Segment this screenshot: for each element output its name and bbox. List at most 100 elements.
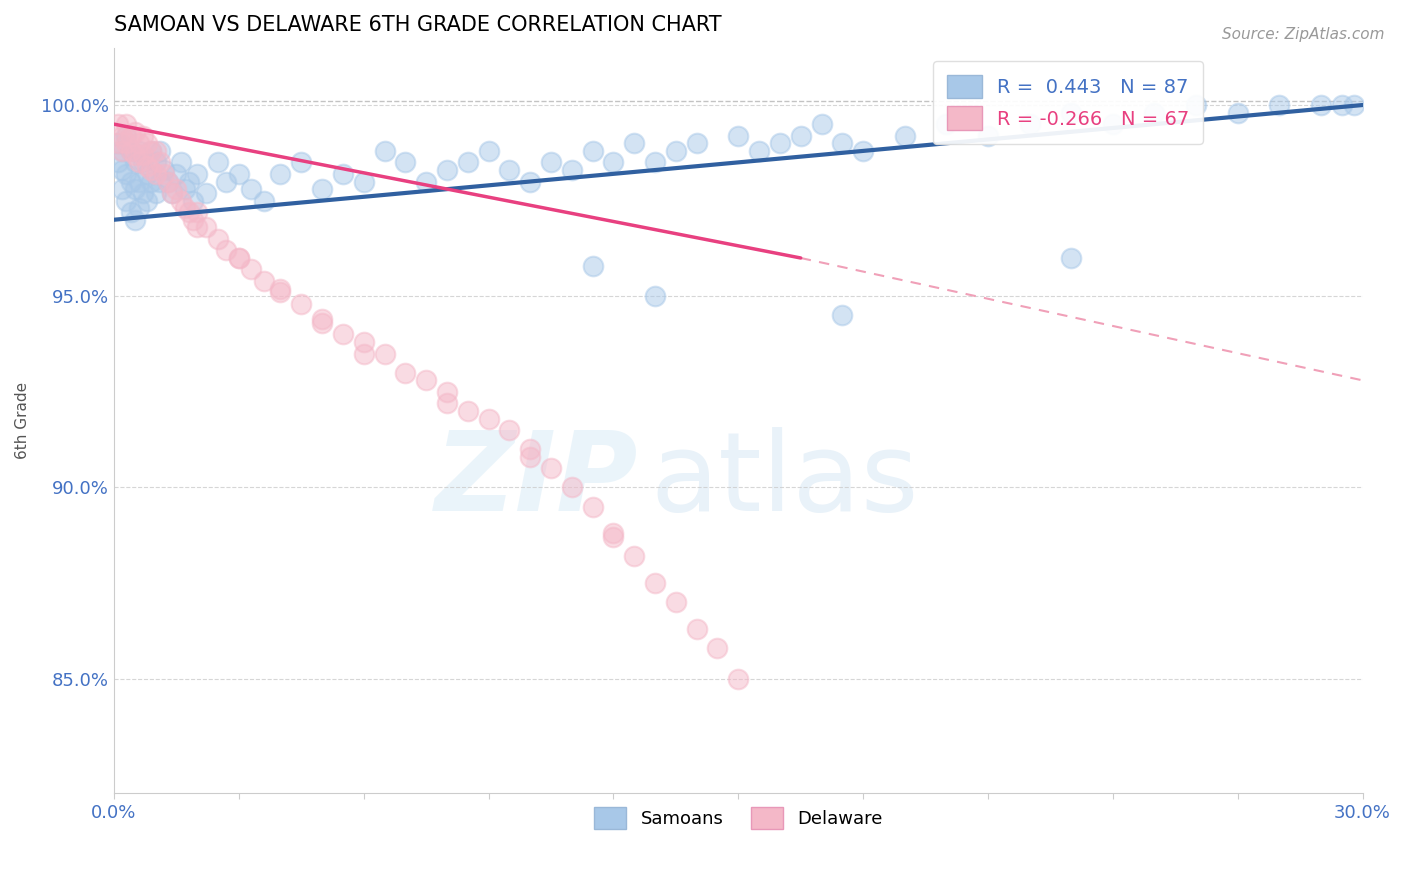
Point (748, 144, 770, 158)
Point (186, 220, 208, 235)
Point (132, 147, 155, 161)
Point (789, 128, 811, 143)
Text: SAMOAN VS DELAWARE 6TH GRADE CORRELATION CHART: SAMOAN VS DELAWARE 6TH GRADE CORRELATION… (114, 15, 721, 35)
Point (120, 144, 142, 158)
Point (457, 155, 479, 169)
Point (623, 136, 645, 151)
Point (177, 205, 200, 219)
Point (181, 194, 204, 208)
Point (332, 167, 354, 181)
Point (253, 274, 276, 288)
Point (353, 174, 375, 188)
Point (115, 117, 138, 131)
Point (269, 167, 291, 181)
Point (181, 212, 204, 227)
Point (477, 144, 499, 158)
Point (935, 117, 957, 131)
Point (373, 346, 395, 360)
Point (111, 144, 134, 158)
Point (253, 194, 276, 208)
Point (831, 136, 853, 151)
Point (561, 163, 583, 178)
Point (136, 167, 159, 181)
Point (685, 136, 707, 151)
Point (519, 442, 541, 457)
Point (769, 136, 792, 151)
Point (602, 526, 624, 541)
Point (623, 549, 645, 564)
Point (194, 220, 217, 235)
Point (1343, 98, 1365, 112)
Point (107, 155, 129, 169)
Point (141, 174, 163, 188)
Y-axis label: 6th Grade: 6th Grade (15, 382, 30, 459)
Point (145, 167, 167, 181)
Point (602, 155, 624, 169)
Point (831, 309, 853, 323)
Point (1060, 105, 1083, 120)
Point (228, 251, 250, 265)
Point (141, 144, 163, 158)
Point (228, 167, 250, 181)
Point (169, 155, 191, 169)
Point (111, 182, 134, 196)
Point (644, 289, 666, 303)
Point (852, 144, 875, 158)
Point (132, 155, 155, 169)
Legend: Samoans, Delaware: Samoans, Delaware (586, 800, 890, 837)
Point (810, 117, 832, 131)
Point (173, 182, 195, 196)
Point (332, 327, 354, 342)
Point (215, 244, 238, 258)
Point (162, 186, 184, 200)
Point (128, 144, 150, 158)
Point (240, 182, 263, 196)
Point (519, 450, 541, 464)
Point (498, 423, 520, 437)
Point (145, 144, 167, 158)
Point (665, 144, 688, 158)
Point (115, 167, 138, 181)
Point (1143, 105, 1166, 120)
Point (353, 335, 375, 350)
Point (540, 461, 562, 475)
Point (602, 530, 624, 544)
Point (132, 128, 155, 143)
Point (581, 144, 603, 158)
Point (436, 396, 458, 410)
Point (124, 182, 146, 196)
Text: Source: ZipAtlas.com: Source: ZipAtlas.com (1222, 27, 1385, 42)
Point (115, 128, 138, 143)
Point (124, 125, 146, 139)
Point (111, 163, 134, 178)
Point (415, 174, 437, 188)
Point (145, 186, 167, 200)
Point (141, 144, 163, 158)
Point (269, 282, 291, 296)
Point (727, 672, 749, 686)
Point (124, 155, 146, 169)
Point (120, 144, 142, 158)
Point (394, 155, 416, 169)
Point (169, 194, 191, 208)
Point (145, 155, 167, 169)
Point (186, 205, 208, 219)
Point (165, 167, 187, 181)
Point (165, 182, 187, 196)
Point (1185, 98, 1208, 112)
Point (290, 297, 312, 311)
Point (706, 640, 728, 655)
Point (149, 155, 172, 169)
Point (290, 155, 312, 169)
Point (128, 155, 150, 169)
Point (240, 262, 263, 277)
Point (124, 147, 146, 161)
Point (162, 186, 184, 200)
Point (132, 186, 155, 200)
Point (136, 159, 159, 173)
Point (373, 144, 395, 158)
Text: atlas: atlas (651, 426, 920, 533)
Point (436, 163, 458, 178)
Point (173, 201, 195, 215)
Point (153, 167, 176, 181)
